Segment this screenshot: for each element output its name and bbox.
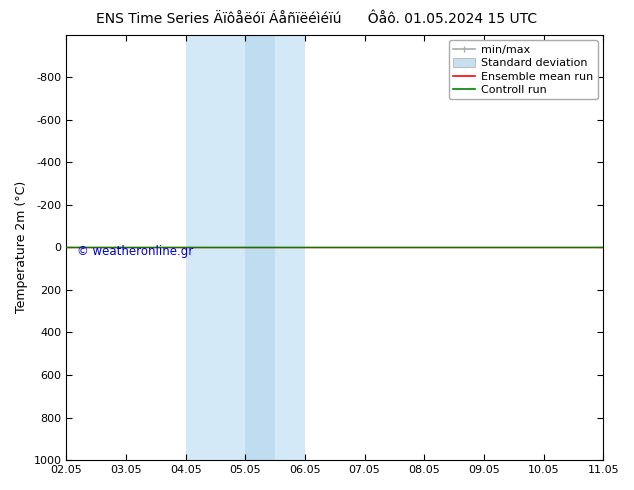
Legend: min/max, Standard deviation, Ensemble mean run, Controll run: min/max, Standard deviation, Ensemble me…	[449, 40, 598, 99]
Bar	[216, 35, 305, 460]
Bar	[633, 35, 634, 460]
Text: © weatheronline.gr: © weatheronline.gr	[77, 245, 193, 258]
Bar	[186, 35, 216, 460]
Bar	[603, 35, 633, 460]
Bar	[245, 35, 275, 460]
Bar	[633, 35, 634, 460]
Y-axis label: Temperature 2m (°C): Temperature 2m (°C)	[15, 181, 28, 314]
Text: ENS Time Series Äïôåëóï Áåñïëéìéïú      Ôåô. 01.05.2024 15 UTC: ENS Time Series Äïôåëóï Áåñïëéìéïú Ôåô. …	[96, 12, 538, 26]
